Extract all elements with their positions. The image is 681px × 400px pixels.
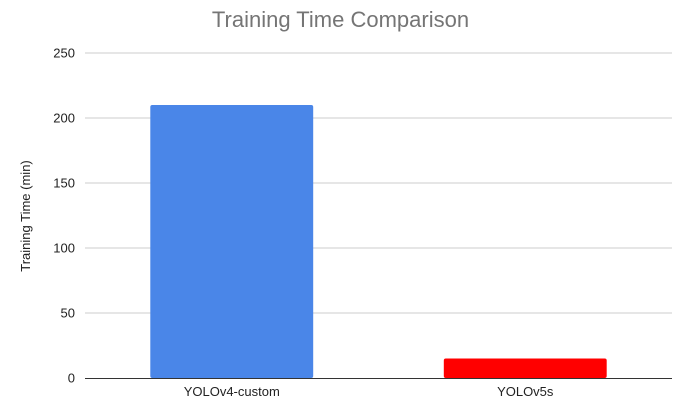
y-axis-label: Training Time (min) bbox=[18, 160, 33, 271]
x-axis-ticks: YOLOv4-custom YOLOv5s bbox=[184, 384, 554, 399]
bar-yolov5s bbox=[443, 358, 607, 378]
y-tick-label: 150 bbox=[53, 176, 75, 191]
chart-title: Training Time Comparison bbox=[212, 7, 469, 32]
x-tick-label: YOLOv4-custom bbox=[184, 384, 280, 399]
bars bbox=[150, 105, 607, 378]
y-tick-label: 100 bbox=[53, 241, 75, 256]
y-tick-label: 0 bbox=[68, 371, 75, 386]
y-axis-ticks: 0 50 100 150 200 250 bbox=[53, 46, 75, 386]
x-tick-label: YOLOv5s bbox=[497, 384, 554, 399]
bar-yolov4-custom bbox=[150, 105, 314, 378]
y-tick-label: 250 bbox=[53, 46, 75, 61]
y-tick-label: 200 bbox=[53, 111, 75, 126]
y-tick-label: 50 bbox=[61, 306, 75, 321]
